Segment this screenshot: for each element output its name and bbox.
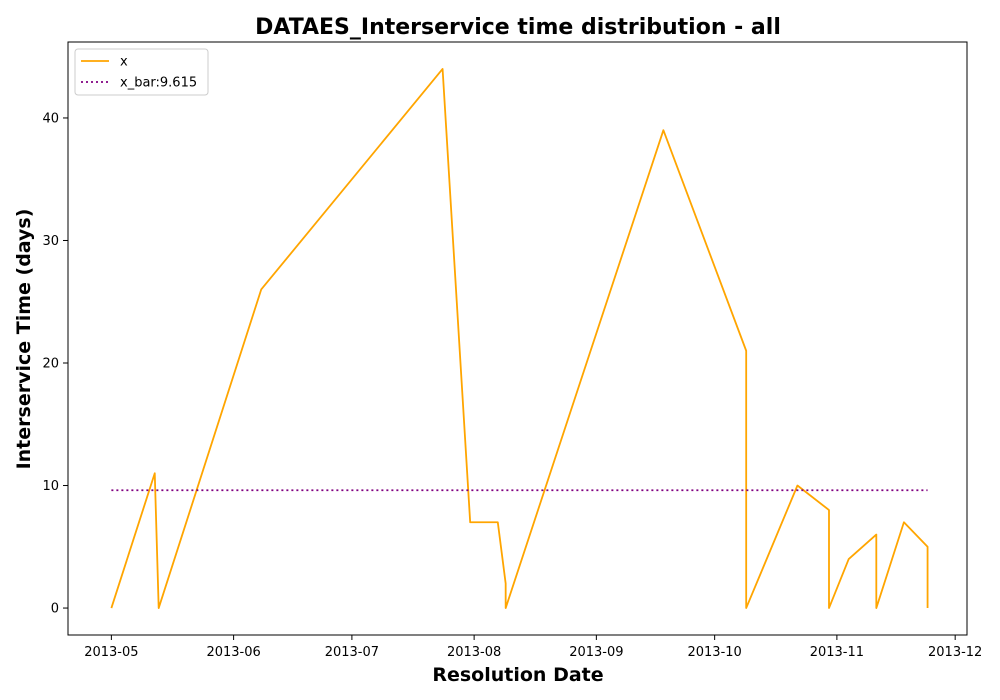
x-tick-label: 2013-06 <box>206 645 260 660</box>
chart-title: DATAES_Interservice time distribution - … <box>255 15 781 40</box>
x-tick-label: 2013-07 <box>325 645 379 660</box>
x-tick-label: 2013-09 <box>569 645 623 660</box>
plot-frame <box>67 41 968 636</box>
plot-area <box>67 41 968 636</box>
x-tick-label: 2013-11 <box>810 645 864 660</box>
y-axis: 0 10 20 30 40 <box>42 111 68 617</box>
y-tick-label: 0 <box>51 602 59 617</box>
y-tick-label: 20 <box>42 357 59 372</box>
series-line-x <box>110 68 929 609</box>
x-tick-label: 2013-05 <box>84 645 138 660</box>
y-tick-label: 10 <box>42 479 59 494</box>
legend-label: x <box>120 55 128 70</box>
x-tick-label: 2013-08 <box>447 645 501 660</box>
legend: x x_bar:9.615 <box>74 48 209 96</box>
x-tick-label: 2013-12 <box>928 645 982 660</box>
x-axis-label: Resolution Date <box>432 664 603 686</box>
y-tick-label: 30 <box>42 234 59 249</box>
series-layer <box>110 68 929 609</box>
y-tick-label: 40 <box>42 111 59 126</box>
x-axis: 2013-05 2013-06 2013-07 2013-08 2013-09 2013-… <box>84 635 982 660</box>
legend-label: x_bar:9.615 <box>120 76 197 91</box>
x-tick-label: 2013-10 <box>687 645 741 660</box>
y-axis-label: Interservice Time (days) <box>13 209 35 470</box>
